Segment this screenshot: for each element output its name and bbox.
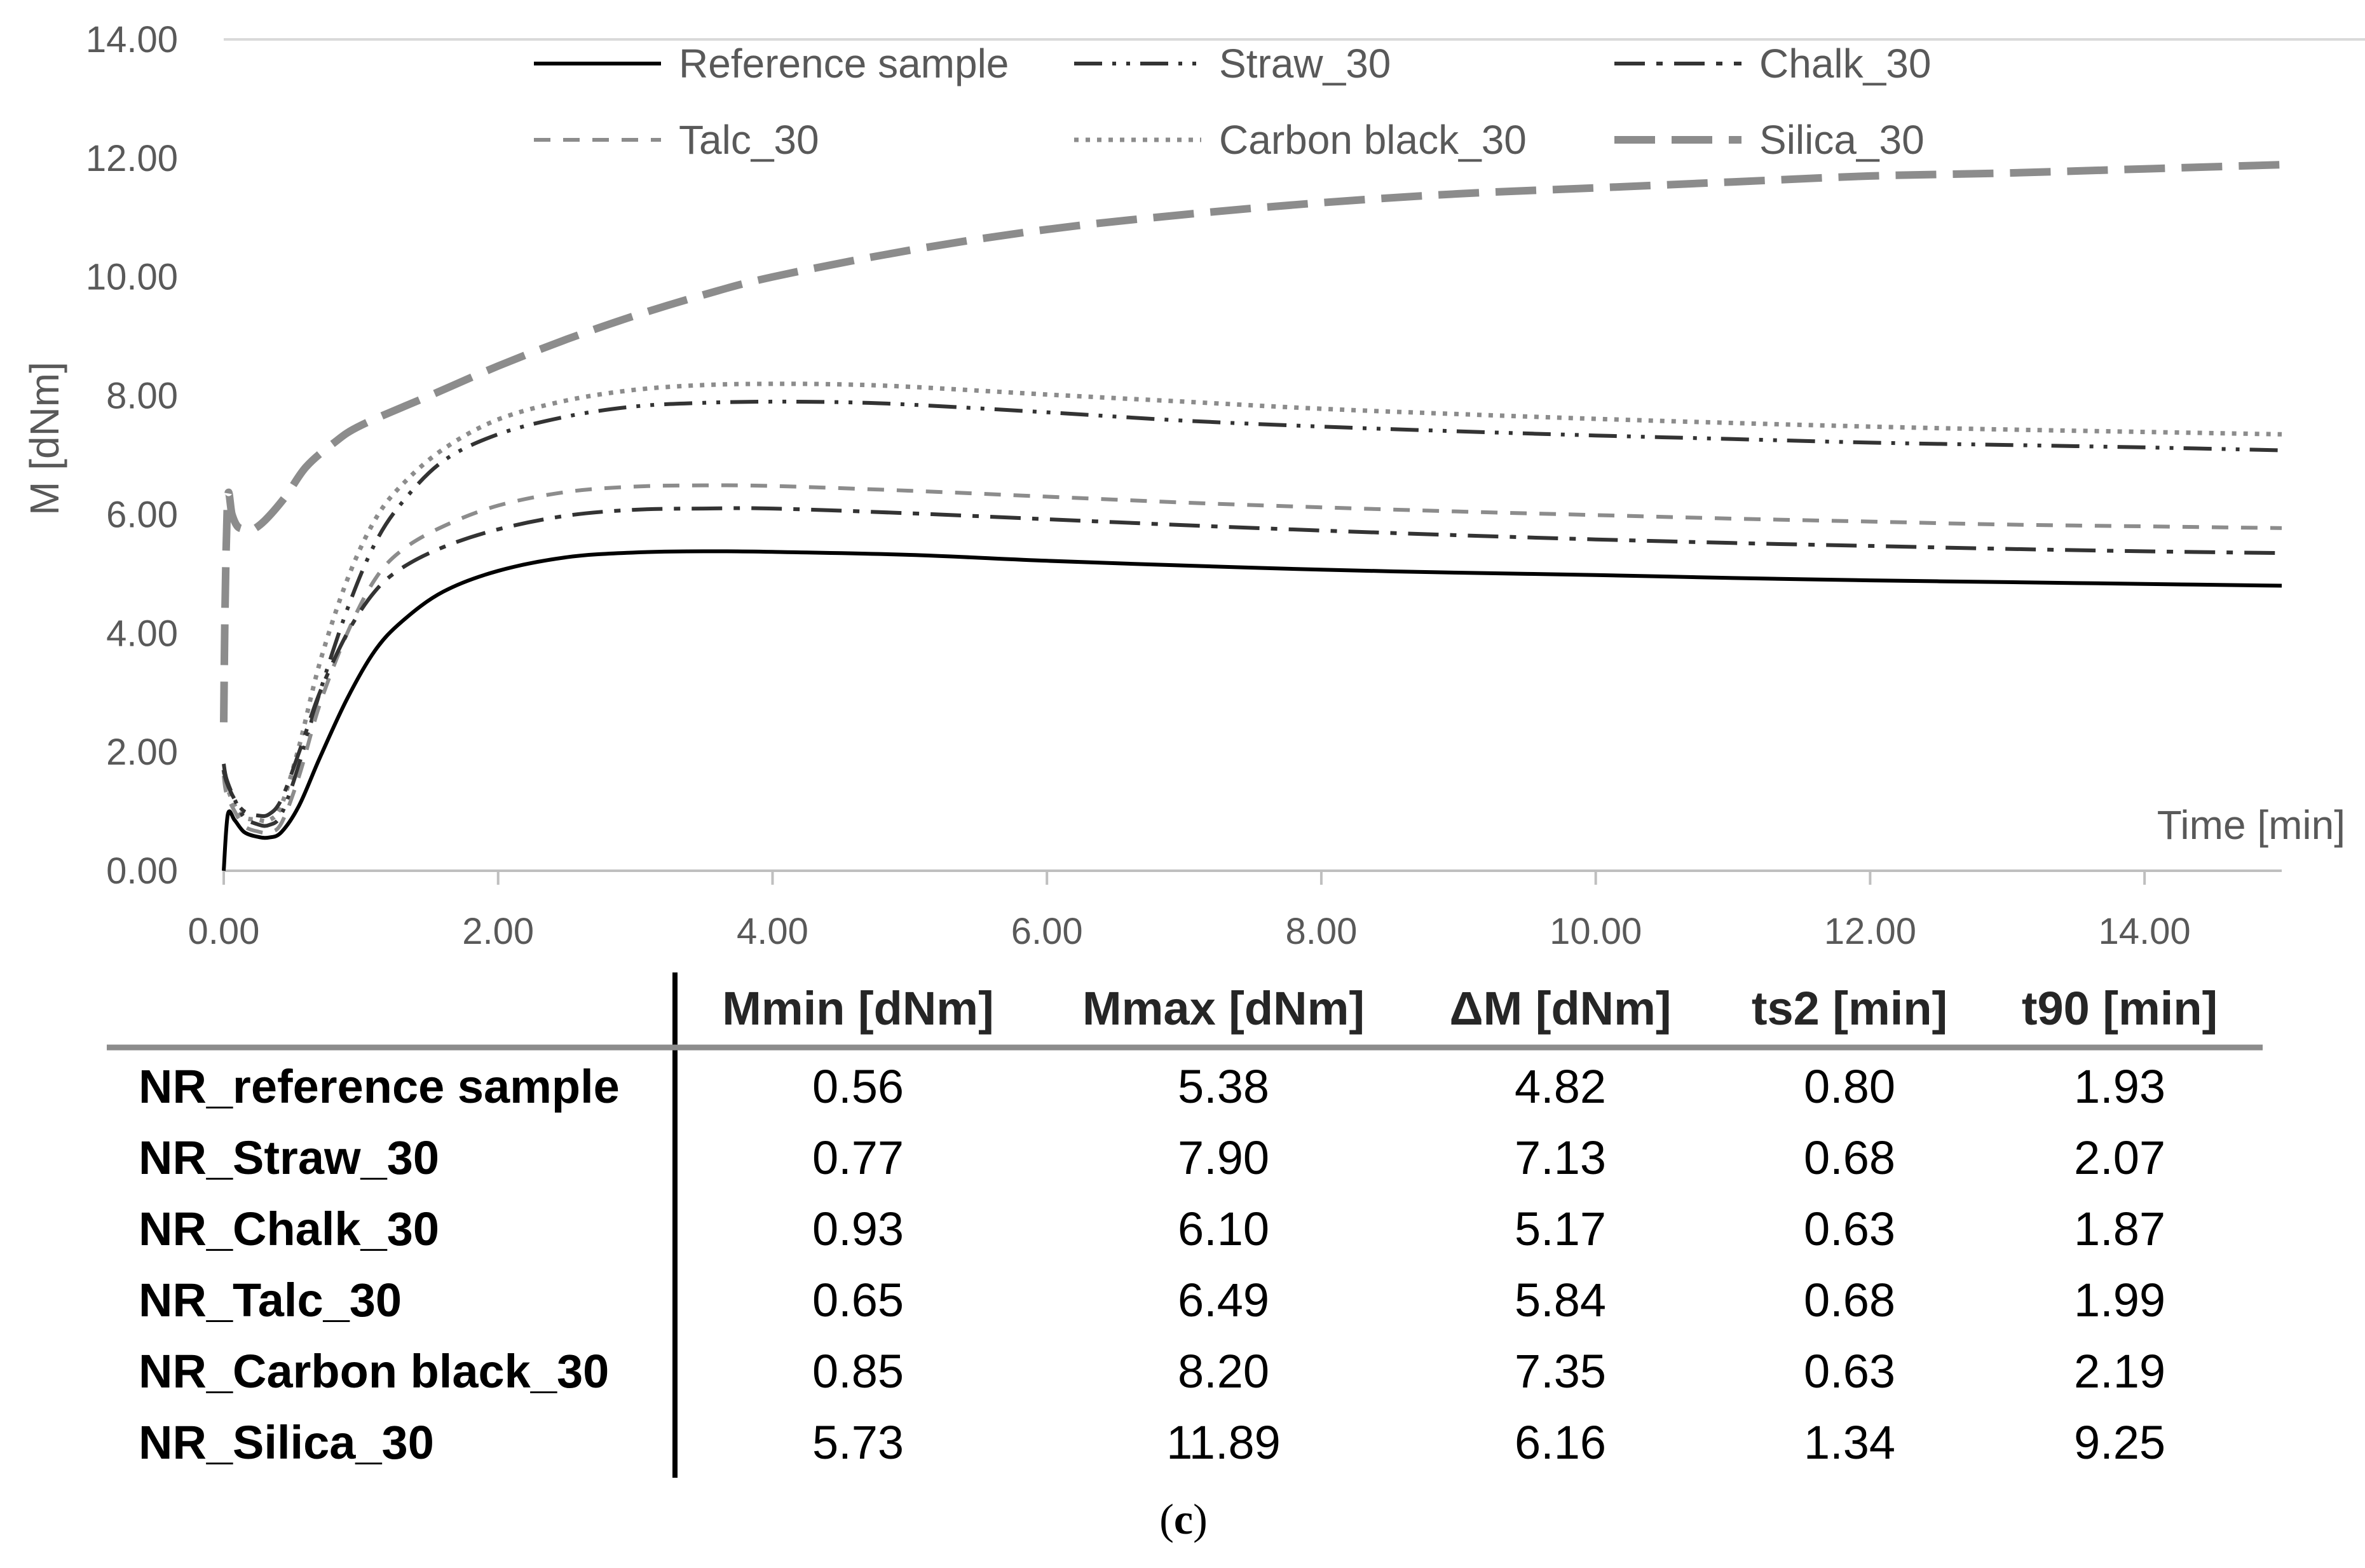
table-cell: 6.49 bbox=[1178, 1274, 1269, 1326]
series-line-talc-30 bbox=[222, 483, 2282, 835]
caption-letter: c bbox=[1174, 1495, 1193, 1543]
table-row-label: NR_Chalk_30 bbox=[139, 1203, 439, 1255]
table-header-cell: t90 [min] bbox=[2022, 982, 2218, 1035]
series-line-carbon-black-30 bbox=[221, 381, 2282, 824]
table-cell: 7.13 bbox=[1515, 1131, 1606, 1184]
x-tick-label: 4.00 bbox=[737, 911, 808, 952]
y-tick-label: 8.00 bbox=[106, 376, 178, 417]
x-tick-label: 10.00 bbox=[1550, 911, 1642, 952]
table-row-label: NR_Carbon black_30 bbox=[139, 1345, 609, 1398]
x-tick-label: 2.00 bbox=[462, 911, 534, 952]
figure-caption: (c) bbox=[1159, 1495, 1208, 1543]
y-tick-label: 0.00 bbox=[106, 850, 178, 892]
table-cell: 0.56 bbox=[812, 1060, 904, 1113]
table-cell: 0.68 bbox=[1804, 1131, 1895, 1184]
table-header-cell: ΔM [dNm] bbox=[1449, 982, 1671, 1035]
y-tick-label: 12.00 bbox=[86, 138, 178, 179]
table-header-cell: Mmax [dNm] bbox=[1082, 982, 1365, 1035]
table-cell: 0.63 bbox=[1804, 1203, 1895, 1255]
plot-area: 0.00 2.00 4.00 6.00 8.00 10.00 12.00 14.00 0.00… bbox=[86, 19, 2365, 952]
x-tick-label: 6.00 bbox=[1011, 911, 1083, 952]
table-cell: 7.90 bbox=[1178, 1131, 1269, 1184]
table-header-cell: Mmin [dNm] bbox=[722, 982, 994, 1035]
results-table: Mmin [dNm] Mmax [dNm] ΔM [dNm] ts2 [min] t90… bbox=[107, 972, 2263, 1478]
table-cell: 6.10 bbox=[1178, 1203, 1269, 1255]
series-line-chalk-30 bbox=[222, 506, 2282, 819]
table-cell: 9.25 bbox=[2074, 1416, 2165, 1469]
table-headers: Mmin [dNm] Mmax [dNm] ΔM [dNm] ts2 [min] t90… bbox=[722, 982, 2218, 1035]
table-cell: 0.77 bbox=[812, 1131, 904, 1184]
table-row-label: NR_Straw_30 bbox=[139, 1131, 439, 1184]
legend-label: Talc_30 bbox=[679, 117, 819, 163]
table-rows: NR_reference sample 0.56 5.38 4.82 0.80 1.93 N… bbox=[139, 1060, 2165, 1469]
x-tick-label: 8.00 bbox=[1285, 911, 1357, 952]
table-row-label: NR_reference sample bbox=[139, 1060, 620, 1113]
table-cell: 0.80 bbox=[1804, 1060, 1895, 1113]
x-tick-label: 14.00 bbox=[2099, 911, 2191, 952]
y-tick-labels: 0.00 2.00 4.00 6.00 8.00 10.00 12.00 14.00 bbox=[86, 19, 178, 892]
table-cell: 0.65 bbox=[812, 1274, 904, 1326]
x-axis-ticks bbox=[222, 871, 2146, 885]
table-cell: 2.07 bbox=[2074, 1131, 2165, 1184]
x-axis-title: Time [min] bbox=[2157, 802, 2345, 848]
table-cell: 0.63 bbox=[1804, 1345, 1895, 1398]
y-tick-label: 14.00 bbox=[86, 19, 178, 60]
table-cell: 0.68 bbox=[1804, 1274, 1895, 1326]
table-cell: 5.84 bbox=[1515, 1274, 1606, 1326]
table-cell: 1.99 bbox=[2074, 1274, 2165, 1326]
table-cell: 8.20 bbox=[1178, 1345, 1269, 1398]
legend-label: Silica_30 bbox=[1759, 117, 1925, 163]
y-tick-label: 4.00 bbox=[106, 613, 178, 654]
series-line-straw-30 bbox=[222, 399, 2282, 828]
table-cell: 11.89 bbox=[1166, 1416, 1281, 1469]
y-tick-label: 6.00 bbox=[106, 494, 178, 535]
caption-close: ) bbox=[1193, 1495, 1208, 1543]
y-axis-title: M [dNm] bbox=[22, 362, 67, 515]
y-tick-label: 10.00 bbox=[86, 257, 178, 298]
x-tick-labels: 0.00 2.00 4.00 6.00 8.00 10.00 12.00 14.00 bbox=[188, 911, 2191, 952]
table-cell: 1.87 bbox=[2074, 1203, 2165, 1255]
table-cell: 5.17 bbox=[1515, 1203, 1606, 1255]
table-cell: 1.93 bbox=[2074, 1060, 2165, 1113]
table-cell: 5.73 bbox=[812, 1416, 904, 1469]
x-tick-label: 12.00 bbox=[1824, 911, 1916, 952]
table-row-label: NR_Talc_30 bbox=[139, 1274, 402, 1326]
x-tick-label: 0.00 bbox=[188, 911, 260, 952]
table-cell: 2.19 bbox=[2074, 1345, 2165, 1398]
series-line-silica-30 bbox=[220, 161, 2282, 723]
caption-open: ( bbox=[1159, 1495, 1174, 1543]
table-cell: 6.16 bbox=[1515, 1416, 1606, 1469]
table-cell: 1.34 bbox=[1804, 1416, 1895, 1469]
table-cell: 0.85 bbox=[812, 1345, 904, 1398]
legend-label: Straw_30 bbox=[1219, 41, 1391, 86]
table-cell: 0.93 bbox=[812, 1203, 904, 1255]
series-lines bbox=[220, 161, 2282, 871]
table-cell: 4.82 bbox=[1515, 1060, 1606, 1113]
table-header-cell: ts2 [min] bbox=[1752, 982, 1947, 1035]
y-tick-label: 2.00 bbox=[106, 732, 178, 773]
table-cell: 7.35 bbox=[1515, 1345, 1606, 1398]
table-row-label: NR_Silica_30 bbox=[139, 1416, 434, 1469]
legend: Reference sample Straw_30 Chalk_30 Talc_30 C… bbox=[534, 41, 1931, 163]
legend-label: Chalk_30 bbox=[1759, 41, 1931, 86]
table-cell: 5.38 bbox=[1178, 1060, 1269, 1113]
legend-label: Reference sample bbox=[679, 41, 1009, 86]
series-line-reference-sample bbox=[222, 549, 2282, 871]
legend-label: Carbon black_30 bbox=[1219, 117, 1527, 163]
